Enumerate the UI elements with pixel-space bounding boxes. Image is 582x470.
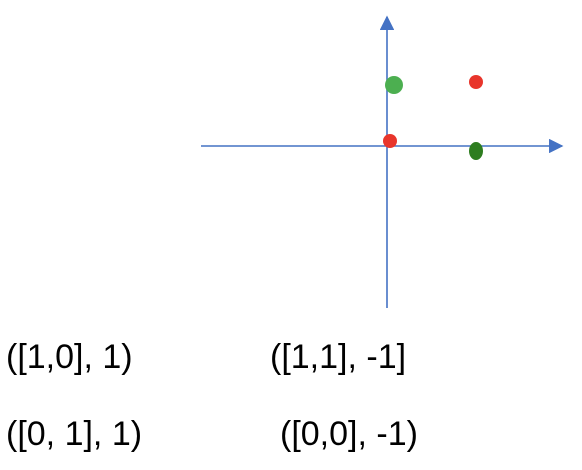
point-0-1: [385, 76, 403, 94]
label-point-1-0: ([1,0], 1): [6, 338, 133, 376]
coordinate-diagram: [201, 15, 564, 308]
point-0-0: [383, 134, 397, 148]
points-layer: [383, 75, 483, 160]
label-point-1-1: ([1,1], -1]: [270, 338, 407, 376]
label-point-0-0: ([0,0], -1): [280, 415, 418, 453]
point-1-1: [469, 75, 483, 89]
label-point-0-1: ([0, 1], 1): [6, 415, 143, 453]
point-1-0: [469, 142, 483, 160]
